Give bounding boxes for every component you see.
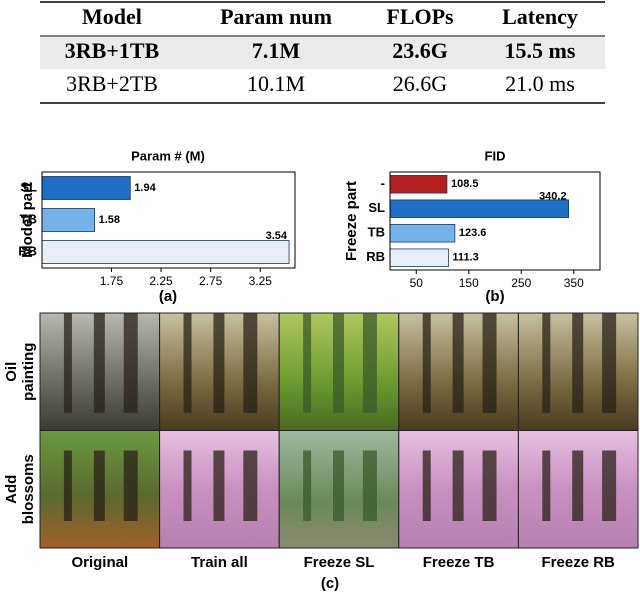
x-tick-label: 150 — [459, 276, 479, 290]
tree-trunk — [333, 313, 345, 413]
table-cell: 10.1M — [247, 71, 305, 96]
plot-frame — [389, 171, 601, 271]
chart-caption: (b) — [485, 288, 504, 305]
bar — [41, 176, 131, 200]
y-axis-label: Freeze part — [343, 181, 360, 261]
y-tick-label: RB — [18, 243, 37, 258]
table-cell: 3RB+1TB — [65, 38, 160, 63]
bar — [41, 240, 290, 264]
table-header-cell: Latency — [502, 4, 578, 29]
column-label: Original — [71, 554, 128, 571]
y-tick-label: TB — [20, 211, 37, 226]
tree-trunk — [243, 450, 258, 521]
table-cell: 7.1M — [252, 38, 301, 63]
value-label: 123.6 — [459, 227, 487, 239]
tree-trunk — [542, 450, 551, 521]
row-label: painting — [20, 343, 37, 401]
tree-trunk — [303, 450, 312, 521]
bar — [389, 175, 448, 194]
tree-trunk — [333, 450, 345, 521]
chart-title: FID — [485, 148, 506, 163]
tree-trunk — [482, 450, 497, 521]
tree-trunk — [422, 450, 431, 521]
table-cell: 21.0 ms — [505, 71, 575, 96]
y-tick-label: TB — [368, 225, 385, 240]
bar — [41, 208, 95, 232]
tree-trunk — [452, 313, 464, 413]
table-cell: 3RB+2TB — [66, 71, 158, 96]
table-header-cell: FLOPs — [386, 4, 454, 29]
tree-trunk — [213, 450, 225, 521]
value-label: 1.58 — [99, 214, 120, 226]
x-tick-label: 250 — [511, 276, 531, 290]
tree-trunk — [602, 450, 617, 521]
tree-trunk — [63, 450, 72, 521]
table-cell: 15.5 ms — [505, 38, 576, 63]
grid-caption: (c) — [321, 575, 339, 592]
value-label: 108.5 — [451, 178, 479, 190]
x-tick-label: 350 — [564, 276, 584, 290]
x-tick-label: 1.75 — [100, 274, 124, 288]
tree-trunk — [213, 313, 225, 413]
value-label: 340.2 — [539, 190, 567, 202]
tree-trunk — [93, 450, 105, 521]
row-label: blossoms — [20, 454, 37, 524]
value-label: 111.3 — [452, 252, 478, 264]
row-highlight — [40, 37, 605, 69]
tree-trunk — [362, 450, 377, 521]
row-label: Oil — [3, 362, 20, 382]
tree-trunk — [542, 313, 551, 413]
tree-trunk — [123, 450, 138, 521]
tree-trunk — [572, 450, 584, 521]
tree-trunk — [183, 313, 192, 413]
tree-trunk — [362, 313, 377, 413]
chart: FID Freeze part (b) 50 150 250 350 - 108.5 SL 340.… — [343, 148, 601, 305]
bar — [389, 199, 570, 218]
column-label: Train all — [191, 554, 248, 571]
tree-trunk — [93, 313, 105, 413]
table-header-cell: Param num — [220, 4, 332, 29]
tree-trunk — [572, 313, 584, 413]
x-tick-label: 2.25 — [149, 274, 173, 288]
x-tick-label: 3.25 — [249, 274, 273, 288]
column-label: Freeze TB — [423, 554, 495, 571]
tree-trunk — [243, 313, 258, 413]
tree-trunk — [63, 313, 72, 413]
chart: Param # (M) Model part (a) 1.75 2.25 2.75 3.25… — [18, 148, 296, 305]
column-label: Freeze RB — [542, 554, 616, 571]
table-header-cell: Model — [82, 4, 142, 29]
tree-trunk — [303, 313, 312, 413]
x-tick-label: 2.75 — [199, 274, 223, 288]
chart-title: Param # (M) — [131, 148, 205, 163]
tree-trunk — [452, 450, 464, 521]
table: Model Param num FLOPs Latency 3RB+1TB 7.1M 23.… — [40, 1, 605, 104]
tree-trunk — [183, 450, 192, 521]
y-tick-label: SL — [368, 200, 385, 215]
y-axis-label: Model part — [19, 182, 36, 258]
tree-trunk — [602, 313, 617, 413]
x-tick-label: 50 — [410, 276, 424, 290]
tree-trunk — [422, 313, 431, 413]
chart-caption: (a) — [159, 288, 177, 305]
y-tick-label: SL — [20, 179, 37, 194]
bar — [389, 224, 456, 243]
value-label: 3.54 — [266, 230, 288, 242]
image-grid: Original Train all Freeze SL Freeze TB Freez… — [3, 312, 639, 592]
value-label: 1.94 — [134, 182, 156, 194]
table-cell: 26.6G — [393, 71, 448, 96]
y-tick-label: RB — [366, 249, 385, 264]
tree-trunk — [123, 313, 138, 413]
plot-frame — [41, 171, 296, 269]
bar — [389, 248, 449, 267]
table-cell: 23.6G — [392, 38, 448, 63]
row-label: Add — [3, 475, 20, 504]
y-tick-label: - — [381, 176, 385, 191]
tree-trunk — [482, 313, 497, 413]
column-label: Freeze SL — [304, 554, 375, 571]
